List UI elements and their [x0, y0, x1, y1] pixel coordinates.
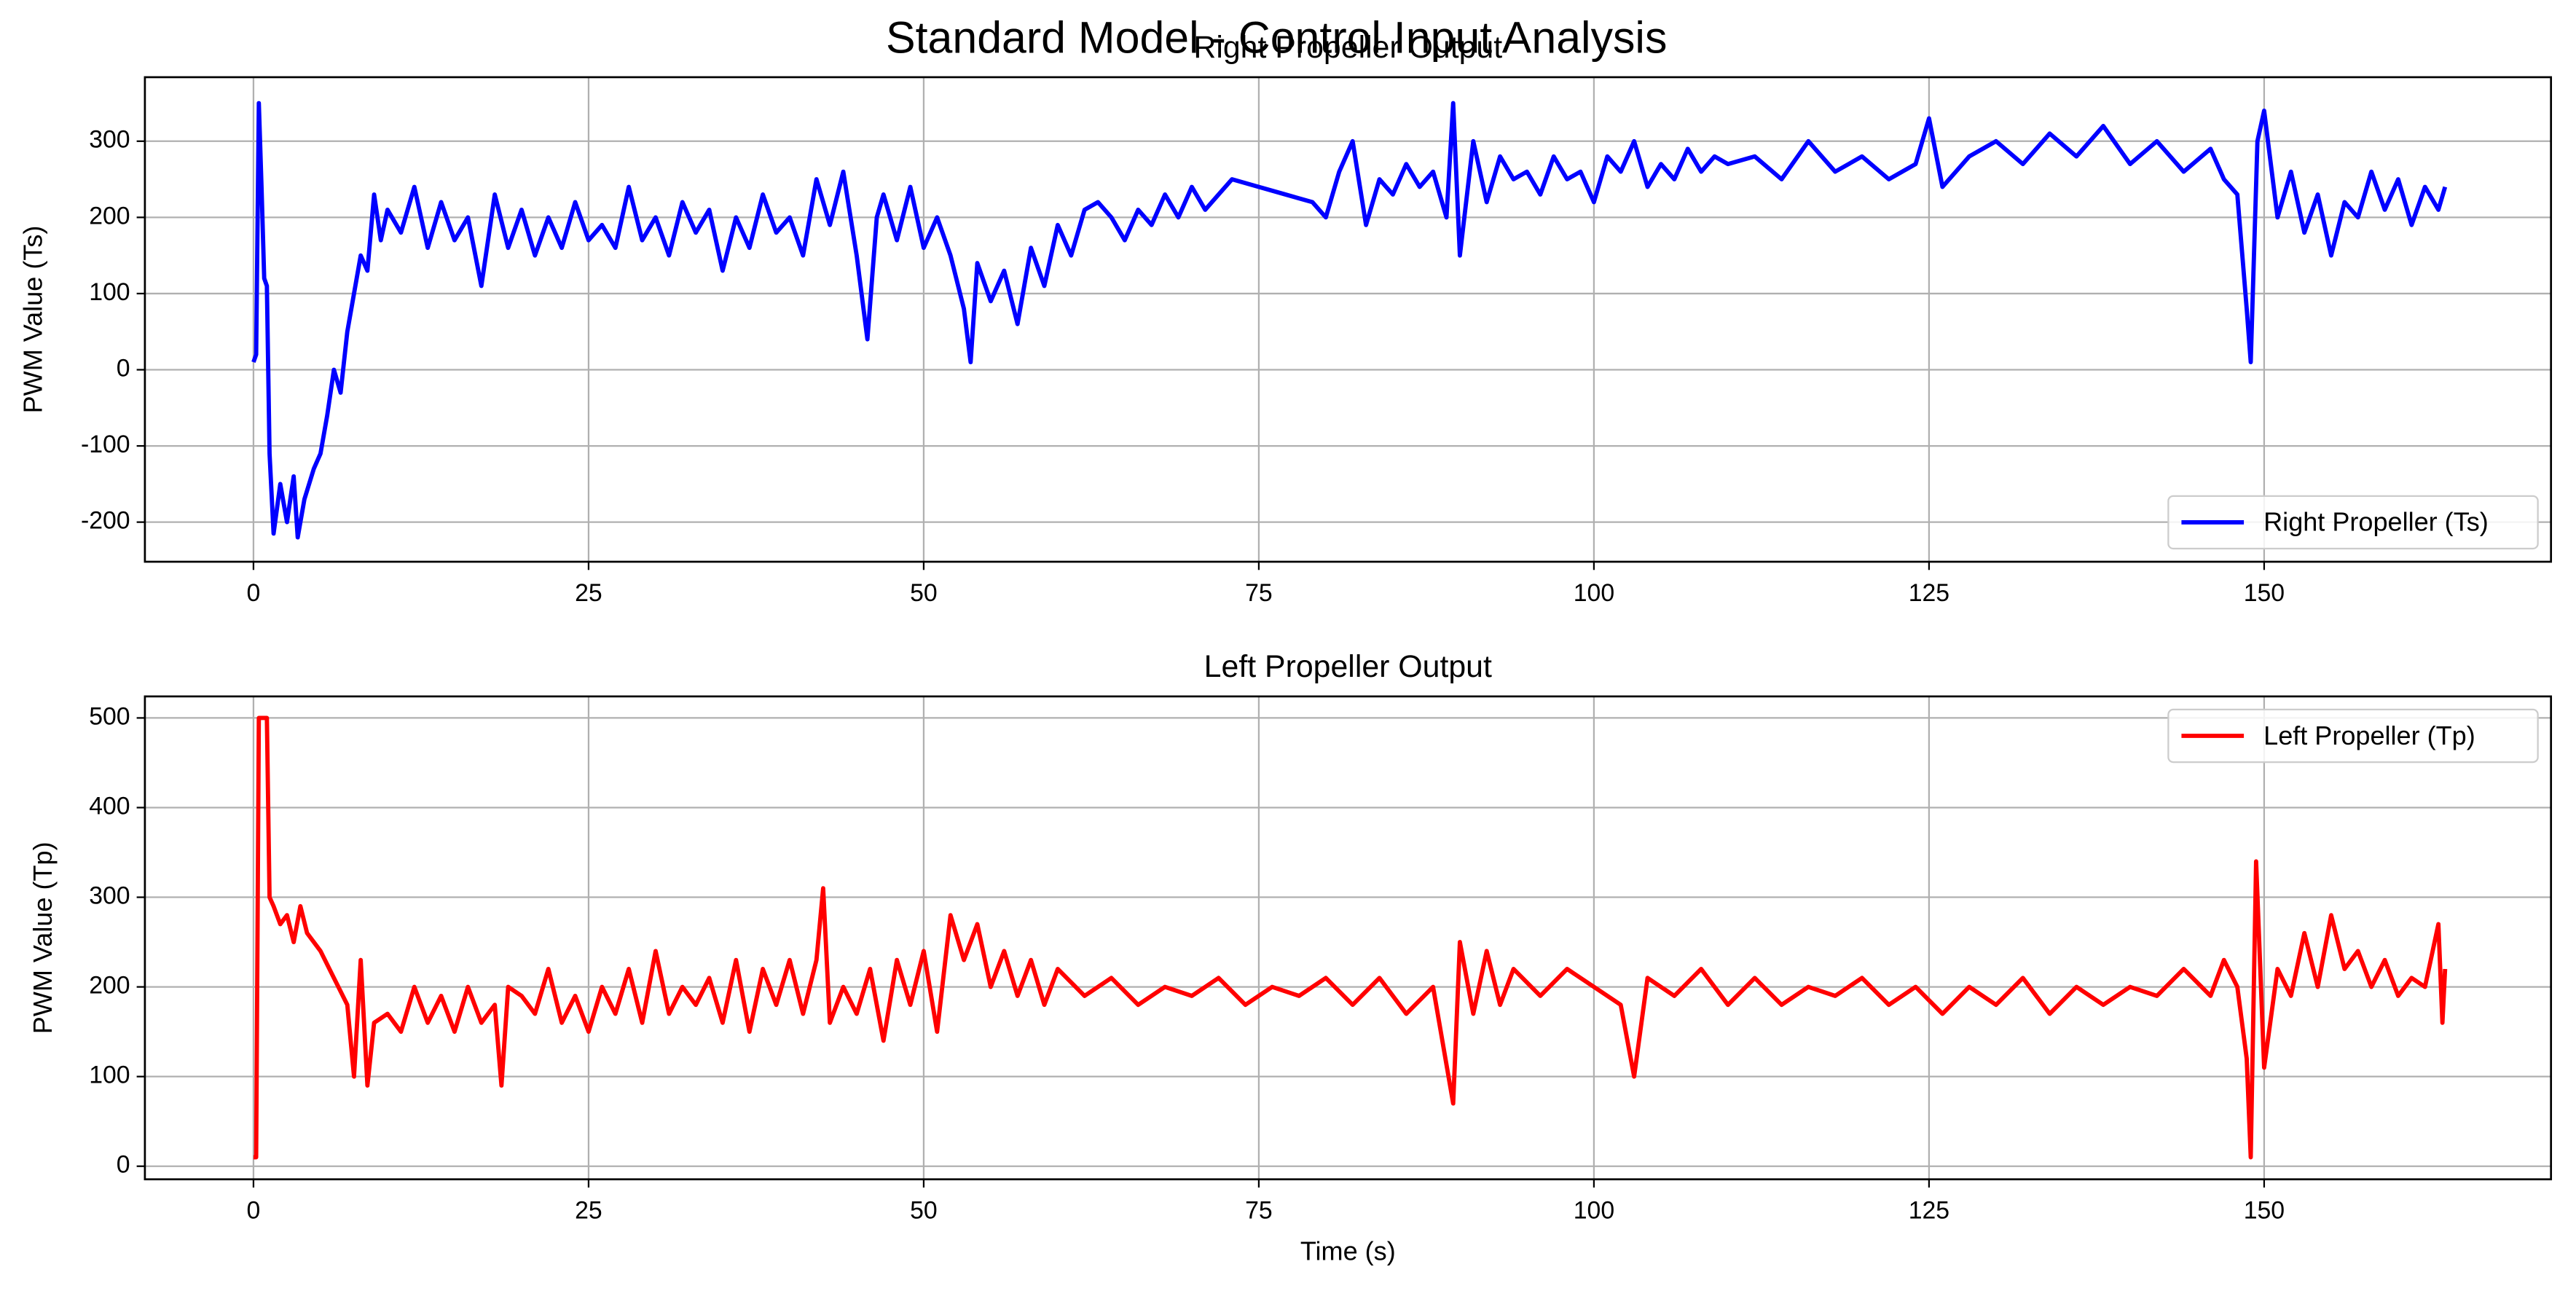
x-tick-label: 75	[1245, 579, 1273, 607]
y-tick-label: 200	[89, 202, 130, 229]
axes-frame	[144, 695, 2553, 1181]
x-tick-label: 150	[2244, 1197, 2285, 1225]
x-axis-label: Time (s)	[1300, 1236, 1396, 1266]
y-tick-label: 0	[117, 1151, 130, 1179]
y-tick-label: -100	[81, 431, 130, 458]
y-tick-label: 500	[89, 702, 130, 730]
y-axis-label: PWM Value (Tp)	[28, 841, 58, 1034]
axes-title: Right Propeller Output	[1193, 30, 1502, 65]
x-tick-label: 25	[575, 579, 602, 607]
x-tick-label: 100	[1574, 579, 1614, 607]
y-tick-label: 300	[89, 126, 130, 154]
series-line	[251, 101, 2448, 540]
x-tick-label: 25	[575, 1197, 602, 1225]
y-tick-label: 100	[89, 1062, 130, 1089]
x-tick-label: 125	[1909, 579, 1949, 607]
axes-title: Left Propeller Output	[1204, 649, 1492, 684]
x-tick-label: 100	[1574, 1197, 1614, 1225]
y-tick-label: 400	[89, 792, 130, 820]
x-tick-label: 75	[1245, 1197, 1273, 1225]
y-tick-label: 300	[89, 882, 130, 909]
series-line	[253, 715, 2448, 1160]
axes-frame	[144, 76, 2553, 563]
legend-box	[2167, 495, 2539, 550]
y-tick-label: 100	[89, 278, 130, 306]
y-tick-label: 200	[89, 972, 130, 1000]
x-tick-label: 50	[910, 579, 938, 607]
x-tick-label: 50	[910, 1197, 938, 1225]
x-tick-label: 125	[1909, 1197, 1949, 1225]
y-tick-label: 0	[117, 354, 130, 382]
y-tick-label: -200	[81, 507, 130, 535]
x-tick-label: 0	[247, 1197, 261, 1225]
legend-box	[2167, 708, 2539, 764]
x-tick-label: 150	[2244, 579, 2285, 607]
y-axis-label: PWM Value (Ts)	[17, 226, 47, 414]
legend-label: Right Propeller (Ts)	[2263, 507, 2489, 537]
legend-label: Left Propeller (Tp)	[2263, 721, 2475, 750]
figure-title: Standard Model - Control Input Analysis	[886, 12, 1667, 62]
x-tick-label: 0	[247, 579, 261, 607]
